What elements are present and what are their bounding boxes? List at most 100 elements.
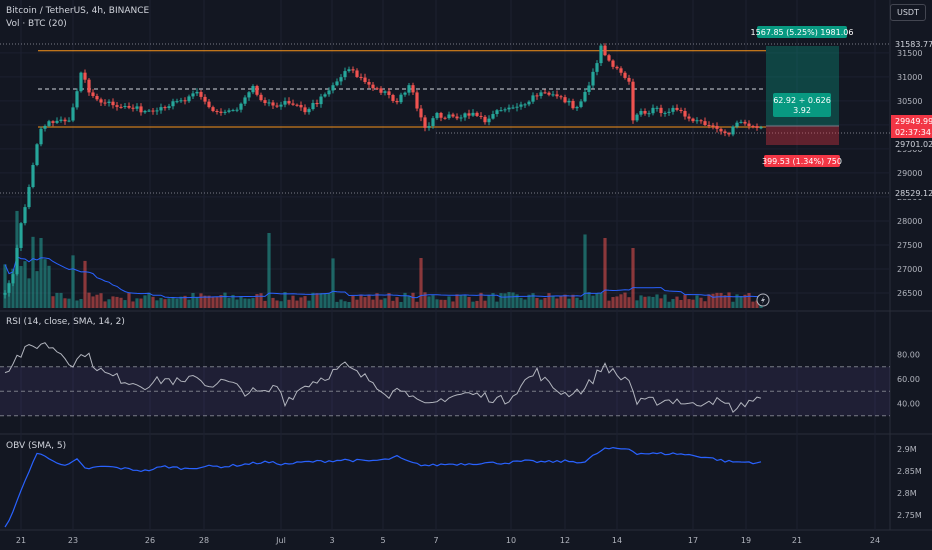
volume-bar	[491, 293, 495, 308]
candle-body	[415, 92, 419, 109]
volume-bar	[95, 294, 99, 308]
candle-body	[295, 104, 299, 106]
candle-body	[727, 133, 731, 135]
candle-body	[63, 119, 67, 122]
volume-bar	[299, 297, 303, 308]
candle-body	[339, 77, 343, 82]
volume-bar	[59, 292, 63, 308]
volume-bar	[723, 295, 727, 308]
time-tick-label: 24	[870, 536, 880, 545]
tag-range-bottom: 29701.02	[895, 140, 932, 149]
candle-body	[43, 125, 47, 129]
tag-low-level: 28529.12	[895, 189, 932, 198]
volume-bar	[27, 278, 31, 308]
candle-body	[471, 112, 475, 116]
rsi-tick-label: 60.00	[897, 375, 920, 384]
time-tick-label: 3	[329, 536, 334, 545]
candle-body	[407, 85, 411, 93]
time-tick-label: 28	[199, 536, 209, 545]
candle-body	[723, 131, 727, 134]
candle-body	[259, 94, 263, 101]
currency-button[interactable]: USDT	[890, 4, 926, 21]
candle-body	[455, 116, 459, 119]
volume-bar	[355, 299, 359, 308]
candle-body	[279, 104, 283, 107]
volume-bar	[271, 297, 275, 308]
volume-bar	[671, 299, 675, 308]
volume-bar	[131, 301, 135, 308]
volume-bar	[199, 293, 203, 308]
candle-body	[191, 93, 195, 97]
volume-bar	[567, 298, 571, 308]
volume-bar	[611, 297, 615, 308]
volume-bar	[227, 298, 231, 308]
candle-body	[479, 115, 483, 117]
candle-body	[483, 116, 487, 123]
price-tick-label: 27000	[897, 265, 922, 274]
volume-bar	[147, 292, 151, 308]
volume-bar	[475, 300, 479, 308]
volume-bar	[719, 292, 723, 308]
candle-body	[139, 106, 143, 113]
volume-bar	[159, 297, 163, 308]
volume-bar	[603, 238, 607, 308]
volume-bar	[463, 294, 467, 308]
tag-current-price-bg	[891, 115, 932, 127]
obv-legend[interactable]: OBV (SMA, 5)	[6, 441, 67, 451]
labels: 31583.77 29949.99 02:37:34 29701.02 28529.12…	[751, 26, 932, 307]
volume-bar	[63, 298, 67, 308]
volume-bar	[435, 299, 439, 308]
volume-bar	[511, 292, 515, 308]
candle-body	[663, 112, 667, 114]
candle-body	[79, 72, 83, 92]
volume-bar	[699, 297, 703, 308]
time-tick-label: 7	[433, 536, 438, 545]
candle-body	[135, 106, 139, 109]
volume-bar	[579, 300, 583, 308]
price-tick-label: 26500	[897, 289, 922, 298]
candle-body	[195, 91, 199, 94]
volume-bar	[243, 298, 247, 308]
rsi-legend[interactable]: RSI (14, close, SMA, 14, 2)	[6, 317, 125, 327]
candle-body	[543, 92, 547, 94]
volume-bar	[387, 293, 391, 308]
candle-body	[303, 107, 307, 113]
candle-body	[659, 107, 663, 114]
candle-body	[323, 94, 327, 97]
candle-body	[83, 72, 87, 80]
candle-body	[587, 85, 591, 92]
candle-body	[235, 109, 239, 111]
volume-bar	[163, 299, 167, 308]
candle-body	[575, 106, 579, 109]
volume-bar	[727, 292, 731, 308]
price-tick-label: 28000	[897, 217, 922, 226]
volume-bar	[19, 266, 23, 308]
symbol-title[interactable]: Bitcoin / TetherUS, 4h, BINANCE	[6, 6, 150, 16]
volume-bar	[731, 301, 735, 308]
volume-bar	[591, 295, 595, 308]
volume-bar	[711, 293, 715, 308]
candle-body	[355, 70, 359, 77]
candle-body	[11, 274, 15, 284]
stop-label: 399.53 (1.34%) 750	[762, 157, 842, 166]
volume-bar	[279, 301, 283, 308]
candle-body	[351, 69, 355, 71]
candle-body	[215, 110, 219, 112]
time-tick-label: 5	[380, 536, 385, 545]
candle-body	[307, 109, 311, 113]
volume-bar	[563, 294, 567, 308]
candle-body	[555, 94, 559, 97]
candle-body	[387, 91, 391, 95]
candle-body	[735, 122, 739, 127]
tag-countdown: 02:37:34	[895, 128, 931, 137]
volume-bar	[331, 258, 335, 308]
candle-body	[335, 81, 339, 86]
candle-body	[443, 117, 447, 119]
candle-body	[627, 77, 631, 82]
volume-legend[interactable]: Vol · BTC (20)	[6, 19, 67, 29]
volume-bar	[683, 294, 687, 308]
candle-body	[755, 126, 759, 128]
volume-bar	[607, 300, 611, 308]
candle-body	[35, 144, 39, 166]
